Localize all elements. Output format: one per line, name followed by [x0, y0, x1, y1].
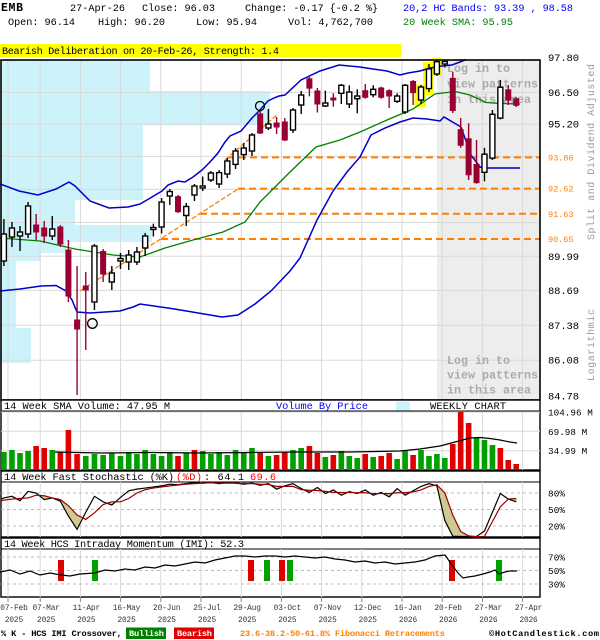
svg-text:07-Mar: 07-Mar	[32, 605, 59, 613]
svg-text:50%: 50%	[548, 566, 565, 577]
svg-text:Close: 96.03: Close: 96.03	[142, 3, 215, 15]
svg-text:27-Mar: 27-Mar	[475, 605, 503, 613]
svg-text:Volume By Price: Volume By Price	[276, 401, 368, 413]
svg-text:91.63: 91.63	[548, 210, 574, 220]
svg-text:Low: 95.94: Low: 95.94	[196, 18, 257, 29]
svg-text:Log in to: Log in to	[447, 354, 510, 368]
svg-text:20-Feb: 20-Feb	[434, 605, 462, 613]
svg-text:2025: 2025	[158, 617, 177, 625]
svg-text:93.86: 93.86	[548, 153, 574, 163]
svg-text:29-Aug: 29-Aug	[233, 605, 261, 613]
svg-text:Open: 96.14: Open: 96.14	[8, 18, 75, 29]
svg-text:Logarithmic: Logarithmic	[586, 309, 598, 381]
svg-text:92.62: 92.62	[548, 185, 574, 195]
svg-text:27-Apr: 27-Apr	[515, 605, 543, 613]
svg-text:2025: 2025	[359, 617, 378, 625]
svg-text:96.50: 96.50	[548, 88, 579, 100]
svg-text:80%: 80%	[548, 489, 565, 500]
svg-text:16-Jan: 16-Jan	[394, 605, 422, 613]
svg-text:Log in to: Log in to	[447, 62, 510, 76]
svg-text:84.78: 84.78	[548, 392, 579, 404]
svg-text:view patterns: view patterns	[447, 78, 538, 92]
svg-text:30%: 30%	[548, 580, 565, 591]
svg-text:2026: 2026	[439, 617, 458, 625]
svg-text:Split and Dividend Adjusted: Split and Dividend Adjusted	[586, 64, 598, 240]
svg-text:Vol: 4,762,700: Vol: 4,762,700	[288, 17, 373, 29]
svg-text:11-Apr: 11-Apr	[73, 605, 101, 613]
svg-text:23.6-38.2-50-61.8% Fibonacci R: 23.6-38.2-50-61.8% Fibonacci Retracement…	[240, 629, 445, 639]
svg-text:70%: 70%	[548, 553, 565, 564]
svg-text:: 64.1: : 64.1	[204, 472, 244, 484]
svg-text:2025: 2025	[5, 617, 24, 625]
svg-text:2025: 2025	[238, 617, 257, 625]
svg-text:20%: 20%	[548, 522, 565, 533]
svg-text:2025: 2025	[77, 617, 96, 625]
svg-text:86.08: 86.08	[548, 356, 579, 368]
svg-text:07-Nov: 07-Nov	[314, 605, 342, 613]
svg-text:2025: 2025	[37, 617, 56, 625]
svg-text:25-Jul: 25-Jul	[193, 605, 221, 613]
svg-text:69.6: 69.6	[250, 472, 276, 484]
svg-text:97.80: 97.80	[548, 53, 579, 65]
svg-text:20-Jun: 20-Jun	[153, 605, 181, 613]
svg-text:(%D): (%D)	[176, 472, 202, 484]
svg-text:Bullish: Bullish	[129, 629, 164, 639]
svg-text:88.69: 88.69	[548, 286, 579, 298]
svg-text:87.38: 87.38	[548, 321, 579, 333]
svg-text:20,2 HC Bands: 93.39 , 98.58: 20,2 HC Bands: 93.39 , 98.58	[403, 3, 573, 15]
svg-text:©HotCandlestick.com: ©HotCandlestick.com	[489, 629, 599, 639]
svg-text:50%: 50%	[548, 505, 565, 516]
svg-text:view patterns: view patterns	[447, 369, 538, 383]
svg-text:89.99: 89.99	[548, 252, 579, 264]
svg-text:34.99 M: 34.99 M	[548, 446, 587, 457]
svg-text:Change: -0.17 {-0.2 %}: Change: -0.17 {-0.2 %}	[245, 3, 378, 15]
svg-text:2026: 2026	[399, 617, 418, 625]
svg-text:2026: 2026	[479, 617, 498, 625]
svg-text:2026: 2026	[519, 617, 538, 625]
svg-text:in this area: in this area	[447, 383, 531, 397]
svg-text:2025: 2025	[198, 617, 217, 625]
svg-text:14 Week SMA Volume: 47.95 M: 14 Week SMA Volume: 47.95 M	[4, 401, 170, 413]
svg-text:2025: 2025	[278, 617, 297, 625]
svg-text:2025: 2025	[117, 617, 136, 625]
svg-text:20 Week SMA: 95.95: 20 Week SMA: 95.95	[403, 17, 513, 29]
svg-text:14 Week HCS Intraday Momentum: 14 Week HCS Intraday Momentum (IMI): 52.…	[4, 539, 244, 551]
svg-text:95.20: 95.20	[548, 120, 579, 132]
svg-text:12-Dec: 12-Dec	[354, 605, 382, 613]
svg-text:High: 96.20: High: 96.20	[98, 17, 165, 29]
svg-text:27-Apr-26: 27-Apr-26	[70, 4, 125, 15]
svg-text:104.96 M: 104.96 M	[548, 408, 593, 419]
svg-text:90.65: 90.65	[548, 235, 574, 245]
svg-text:EMB: EMB	[1, 2, 23, 15]
svg-text:Bearish Deliberation on 20-Feb: Bearish Deliberation on 20-Feb-26, Stren…	[2, 46, 279, 58]
svg-text:03-Oct: 03-Oct	[274, 605, 302, 613]
svg-text:69.98 M: 69.98 M	[548, 427, 587, 438]
svg-text:WEEKLY CHART: WEEKLY CHART	[430, 401, 506, 413]
svg-text:14 Week Fast Stochastic (%K): 14 Week Fast Stochastic (%K)	[4, 472, 174, 484]
svg-text:07-Feb: 07-Feb	[0, 605, 28, 613]
svg-text:% K - HCS IMI Crossover,: % K - HCS IMI Crossover,	[1, 629, 122, 639]
svg-text:2025: 2025	[318, 617, 337, 625]
svg-text:16-May: 16-May	[113, 605, 141, 613]
svg-text:Bearish: Bearish	[177, 629, 212, 639]
